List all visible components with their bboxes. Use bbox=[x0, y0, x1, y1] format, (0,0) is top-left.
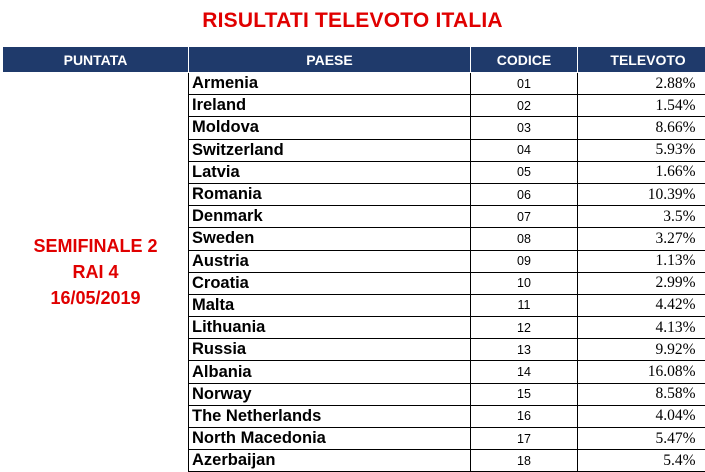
country-cell: North Macedonia bbox=[189, 428, 471, 450]
results-table: PUNTATA PAESE CODICE TELEVOTO SEMIFINALE… bbox=[2, 46, 705, 472]
televoto-cell: 8.58% bbox=[578, 383, 705, 405]
header-televoto: TELEVOTO bbox=[578, 47, 705, 73]
header-row: PUNTATA PAESE CODICE TELEVOTO bbox=[3, 47, 705, 73]
country-cell: Russia bbox=[189, 339, 471, 361]
televoto-cell: 16.08% bbox=[578, 361, 705, 383]
header-puntata: PUNTATA bbox=[3, 47, 189, 73]
televoto-cell: 5.4% bbox=[578, 450, 705, 472]
country-cell: Moldova bbox=[189, 117, 471, 139]
country-cell: Denmark bbox=[189, 206, 471, 228]
televoto-cell: 1.54% bbox=[578, 95, 705, 117]
header-paese: PAESE bbox=[189, 47, 471, 73]
televoto-cell: 4.42% bbox=[578, 294, 705, 316]
country-cell: Norway bbox=[189, 383, 471, 405]
televoto-cell: 2.99% bbox=[578, 272, 705, 294]
code-cell: 10 bbox=[471, 272, 578, 294]
code-cell: 17 bbox=[471, 428, 578, 450]
televoto-cell: 3.27% bbox=[578, 228, 705, 250]
country-cell: Romania bbox=[189, 183, 471, 205]
code-cell: 07 bbox=[471, 206, 578, 228]
country-cell: The Netherlands bbox=[189, 405, 471, 427]
code-cell: 05 bbox=[471, 161, 578, 183]
country-cell: Azerbaijan bbox=[189, 450, 471, 472]
code-cell: 03 bbox=[471, 117, 578, 139]
televoto-cell: 8.66% bbox=[578, 117, 705, 139]
televoto-cell: 5.93% bbox=[578, 139, 705, 161]
country-cell: Ireland bbox=[189, 95, 471, 117]
televoto-cell: 1.66% bbox=[578, 161, 705, 183]
code-cell: 14 bbox=[471, 361, 578, 383]
code-cell: 08 bbox=[471, 228, 578, 250]
televoto-cell: 2.88% bbox=[578, 73, 705, 95]
code-cell: 01 bbox=[471, 73, 578, 95]
code-cell: 06 bbox=[471, 183, 578, 205]
code-cell: 13 bbox=[471, 339, 578, 361]
televoto-cell: 10.39% bbox=[578, 183, 705, 205]
country-cell: Albania bbox=[189, 361, 471, 383]
code-cell: 16 bbox=[471, 405, 578, 427]
puntata-line1: SEMIFINALE 2 bbox=[3, 233, 188, 259]
puntata-line3: 16/05/2019 bbox=[3, 285, 188, 311]
code-cell: 09 bbox=[471, 250, 578, 272]
country-cell: Switzerland bbox=[189, 139, 471, 161]
header-codice: CODICE bbox=[471, 47, 578, 73]
puntata-line2: RAI 4 bbox=[3, 259, 188, 285]
page-title: RISULTATI TELEVOTO ITALIA bbox=[0, 9, 705, 33]
televoto-cell: 1.13% bbox=[578, 250, 705, 272]
country-cell: Latvia bbox=[189, 161, 471, 183]
code-cell: 18 bbox=[471, 450, 578, 472]
televoto-cell: 3.5% bbox=[578, 206, 705, 228]
televoto-cell: 9.92% bbox=[578, 339, 705, 361]
country-cell: Malta bbox=[189, 294, 471, 316]
country-cell: Sweden bbox=[189, 228, 471, 250]
code-cell: 02 bbox=[471, 95, 578, 117]
televoto-cell: 4.04% bbox=[578, 405, 705, 427]
country-cell: Lithuania bbox=[189, 317, 471, 339]
code-cell: 12 bbox=[471, 317, 578, 339]
code-cell: 11 bbox=[471, 294, 578, 316]
televoto-cell: 4.13% bbox=[578, 317, 705, 339]
televoto-cell: 5.47% bbox=[578, 428, 705, 450]
code-cell: 04 bbox=[471, 139, 578, 161]
country-cell: Armenia bbox=[189, 73, 471, 95]
code-cell: 15 bbox=[471, 383, 578, 405]
country-cell: Austria bbox=[189, 250, 471, 272]
country-cell: Croatia bbox=[189, 272, 471, 294]
